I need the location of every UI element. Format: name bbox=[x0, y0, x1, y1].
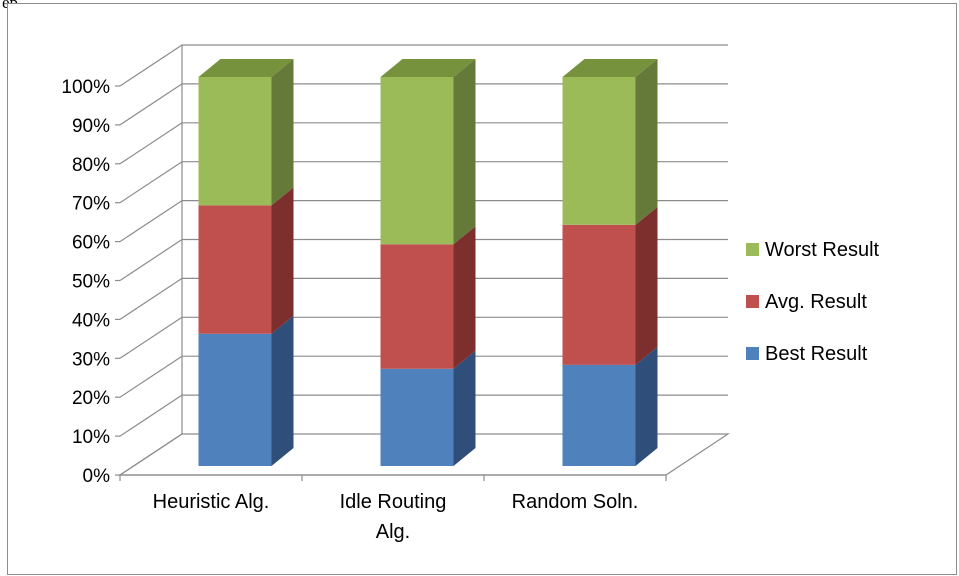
bar-side bbox=[635, 59, 658, 225]
bar-side bbox=[635, 346, 658, 466]
gridline-side bbox=[119, 83, 183, 126]
gridline-side bbox=[119, 200, 183, 243]
legend-label: Worst Result bbox=[765, 239, 880, 261]
bar-avg-result-2 bbox=[562, 224, 636, 365]
y-tick-label: 90% bbox=[72, 116, 110, 137]
bar-worst-result-0 bbox=[198, 77, 272, 206]
gridline-side bbox=[119, 394, 183, 437]
y-tick-label: 0% bbox=[83, 466, 111, 487]
bar-side bbox=[453, 350, 476, 466]
legend: Worst Result Avg. Result Best Result bbox=[746, 239, 880, 365]
bar-side bbox=[271, 59, 294, 206]
bar-top bbox=[380, 59, 476, 77]
chart-frame: 0% 10% 20% 30% 40% 50% 60% 70% 80% 90% 100% Heuris… bbox=[7, 3, 957, 575]
gridline-side bbox=[119, 161, 183, 204]
bar-side bbox=[271, 187, 294, 334]
y-tick-label: 100% bbox=[61, 77, 110, 98]
bars bbox=[198, 59, 658, 466]
bar-top bbox=[562, 59, 658, 77]
bar-best-result-1 bbox=[380, 368, 454, 466]
category-label: Alg. bbox=[376, 521, 410, 543]
y-tick-label: 20% bbox=[72, 388, 110, 409]
y-tick-label: 30% bbox=[72, 349, 110, 370]
y-tick-label: 80% bbox=[72, 155, 110, 176]
bar-side bbox=[271, 315, 294, 466]
y-tick-label: 10% bbox=[72, 427, 110, 448]
gridline-side bbox=[119, 122, 183, 165]
gridline-side bbox=[119, 238, 183, 282]
gridline-side bbox=[119, 44, 183, 87]
category-label: Idle Routing bbox=[340, 491, 447, 513]
bar-side bbox=[453, 59, 476, 245]
bar-top bbox=[198, 59, 294, 77]
bar-worst-result-2 bbox=[562, 77, 636, 225]
legend-label: Best Result bbox=[765, 343, 868, 365]
bar-worst-result-1 bbox=[380, 77, 454, 245]
y-tick-label: 70% bbox=[72, 194, 110, 215]
gridline-side bbox=[119, 316, 183, 359]
bar-side bbox=[453, 226, 476, 369]
legend-swatch bbox=[746, 243, 759, 256]
category-label: Random Soln. bbox=[512, 491, 639, 513]
y-axis: 0% 10% 20% 30% 40% 50% 60% 70% 80% 90% 100% bbox=[61, 77, 120, 487]
bar-best-result-0 bbox=[198, 333, 272, 466]
bar-best-result-2 bbox=[562, 364, 636, 466]
legend-swatch bbox=[746, 347, 759, 360]
y-tick-label: 40% bbox=[72, 310, 110, 331]
y-tick-label: 60% bbox=[72, 233, 110, 254]
bar-avg-result-0 bbox=[198, 205, 272, 334]
legend-label: Avg. Result bbox=[765, 291, 867, 313]
gridline-side bbox=[119, 277, 183, 320]
bar-side bbox=[635, 206, 658, 365]
gridline-side bbox=[119, 433, 183, 476]
gridline-side bbox=[119, 355, 183, 398]
y-tick-label: 50% bbox=[72, 272, 110, 293]
x-axis: Heuristic Alg. Idle Routing Alg. Random Sol… bbox=[119, 474, 667, 543]
bar-avg-result-1 bbox=[380, 244, 454, 369]
legend-swatch bbox=[746, 295, 759, 308]
category-label: Heuristic Alg. bbox=[153, 491, 270, 513]
stacked-bar-chart: 0% 10% 20% 30% 40% 50% 60% 70% 80% 90% 100% Heuris… bbox=[61, 44, 880, 543]
